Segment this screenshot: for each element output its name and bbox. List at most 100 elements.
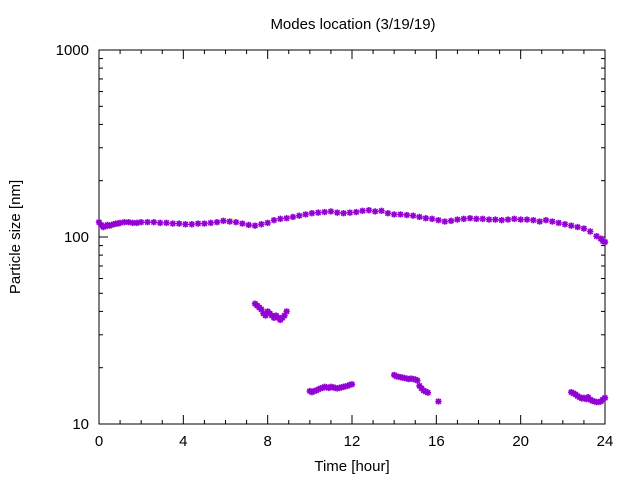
data-point (175, 220, 183, 227)
data-point (251, 222, 259, 229)
data-point (601, 394, 609, 402)
data-point (353, 208, 360, 216)
data-point (492, 216, 499, 223)
data-point (599, 237, 607, 245)
data-point (150, 218, 158, 226)
data-point (479, 215, 486, 223)
data-point (568, 222, 575, 229)
data-point (473, 215, 480, 223)
axis-ticks (98, 49, 606, 425)
data-point (116, 219, 124, 227)
data-point (397, 211, 404, 218)
data-point (137, 218, 145, 226)
data-point (530, 216, 537, 224)
data-point (289, 213, 297, 221)
data-point (587, 228, 594, 235)
data-point (283, 308, 290, 315)
data-point (517, 216, 524, 223)
data-point (593, 232, 600, 240)
data-point (601, 238, 609, 246)
data-point (549, 218, 556, 225)
data-point (95, 218, 103, 226)
data-point (201, 220, 208, 227)
y-axis-label: Particle size [nm] (7, 180, 24, 294)
data-point (348, 381, 356, 388)
data-point (346, 209, 354, 216)
data-point (542, 216, 550, 224)
data-point (498, 216, 505, 224)
data-point (334, 209, 341, 216)
plot-area-frame (98, 49, 606, 425)
data-point (125, 218, 132, 226)
data-point (239, 220, 246, 227)
data-point (270, 216, 278, 224)
data-point (194, 220, 202, 227)
y-tick-label: 100 (64, 229, 89, 246)
data-point (308, 210, 316, 217)
x-tick-label: 24 (597, 433, 614, 450)
data-point (422, 215, 429, 222)
data-point (412, 376, 419, 383)
data-point (121, 218, 128, 226)
data-point (580, 225, 588, 232)
data-point (466, 215, 474, 222)
y-tick-label: 1000 (56, 42, 89, 59)
data-point (340, 210, 347, 217)
data-point (447, 217, 455, 225)
data-point (220, 217, 227, 225)
data-points (95, 207, 609, 406)
data-point (144, 218, 151, 226)
data-point (359, 207, 366, 215)
data-point (296, 212, 303, 219)
data-point (384, 210, 392, 217)
data-point (416, 213, 423, 221)
data-point (574, 223, 581, 231)
x-tick-label: 20 (512, 433, 529, 450)
data-point (414, 377, 421, 384)
x-tick-label: 12 (344, 433, 361, 450)
data-point (390, 211, 398, 218)
data-point (428, 215, 436, 223)
data-point (283, 215, 290, 222)
data-point (403, 211, 411, 219)
x-tick-label: 8 (263, 433, 271, 450)
data-point (504, 216, 512, 223)
data-point (555, 219, 562, 227)
data-point (435, 398, 442, 405)
data-point (378, 207, 385, 215)
x-tick-label: 4 (179, 433, 187, 450)
data-point (536, 218, 543, 225)
data-point (321, 208, 328, 216)
data-point (182, 221, 189, 228)
x-tick-label: 0 (95, 433, 103, 450)
data-point (133, 219, 141, 227)
data-point (258, 221, 265, 228)
data-point (511, 215, 518, 223)
data-point (327, 208, 335, 215)
data-point (315, 209, 322, 216)
data-point (245, 221, 252, 229)
chart-title: Modes location (3/19/19) (270, 16, 435, 33)
data-point (460, 215, 467, 223)
data-point (523, 216, 531, 223)
data-point (365, 207, 373, 214)
data-point (226, 218, 233, 225)
x-axis-label: Time [hour] (314, 458, 389, 475)
data-point (302, 211, 309, 218)
data-point (424, 389, 432, 396)
data-point (169, 220, 176, 227)
data-point (213, 218, 221, 226)
data-point (258, 306, 265, 313)
data-point (454, 216, 461, 223)
data-point (129, 219, 136, 227)
data-point (561, 221, 569, 228)
data-point (232, 218, 240, 226)
data-point (207, 219, 214, 227)
data-point (371, 208, 379, 215)
data-point (435, 216, 442, 224)
data-point (264, 219, 271, 227)
axis-tick-labels: 0 4 8 12 16 20 24 10 100 1000 (56, 42, 614, 450)
data-point (409, 212, 417, 219)
data-point (485, 216, 493, 223)
